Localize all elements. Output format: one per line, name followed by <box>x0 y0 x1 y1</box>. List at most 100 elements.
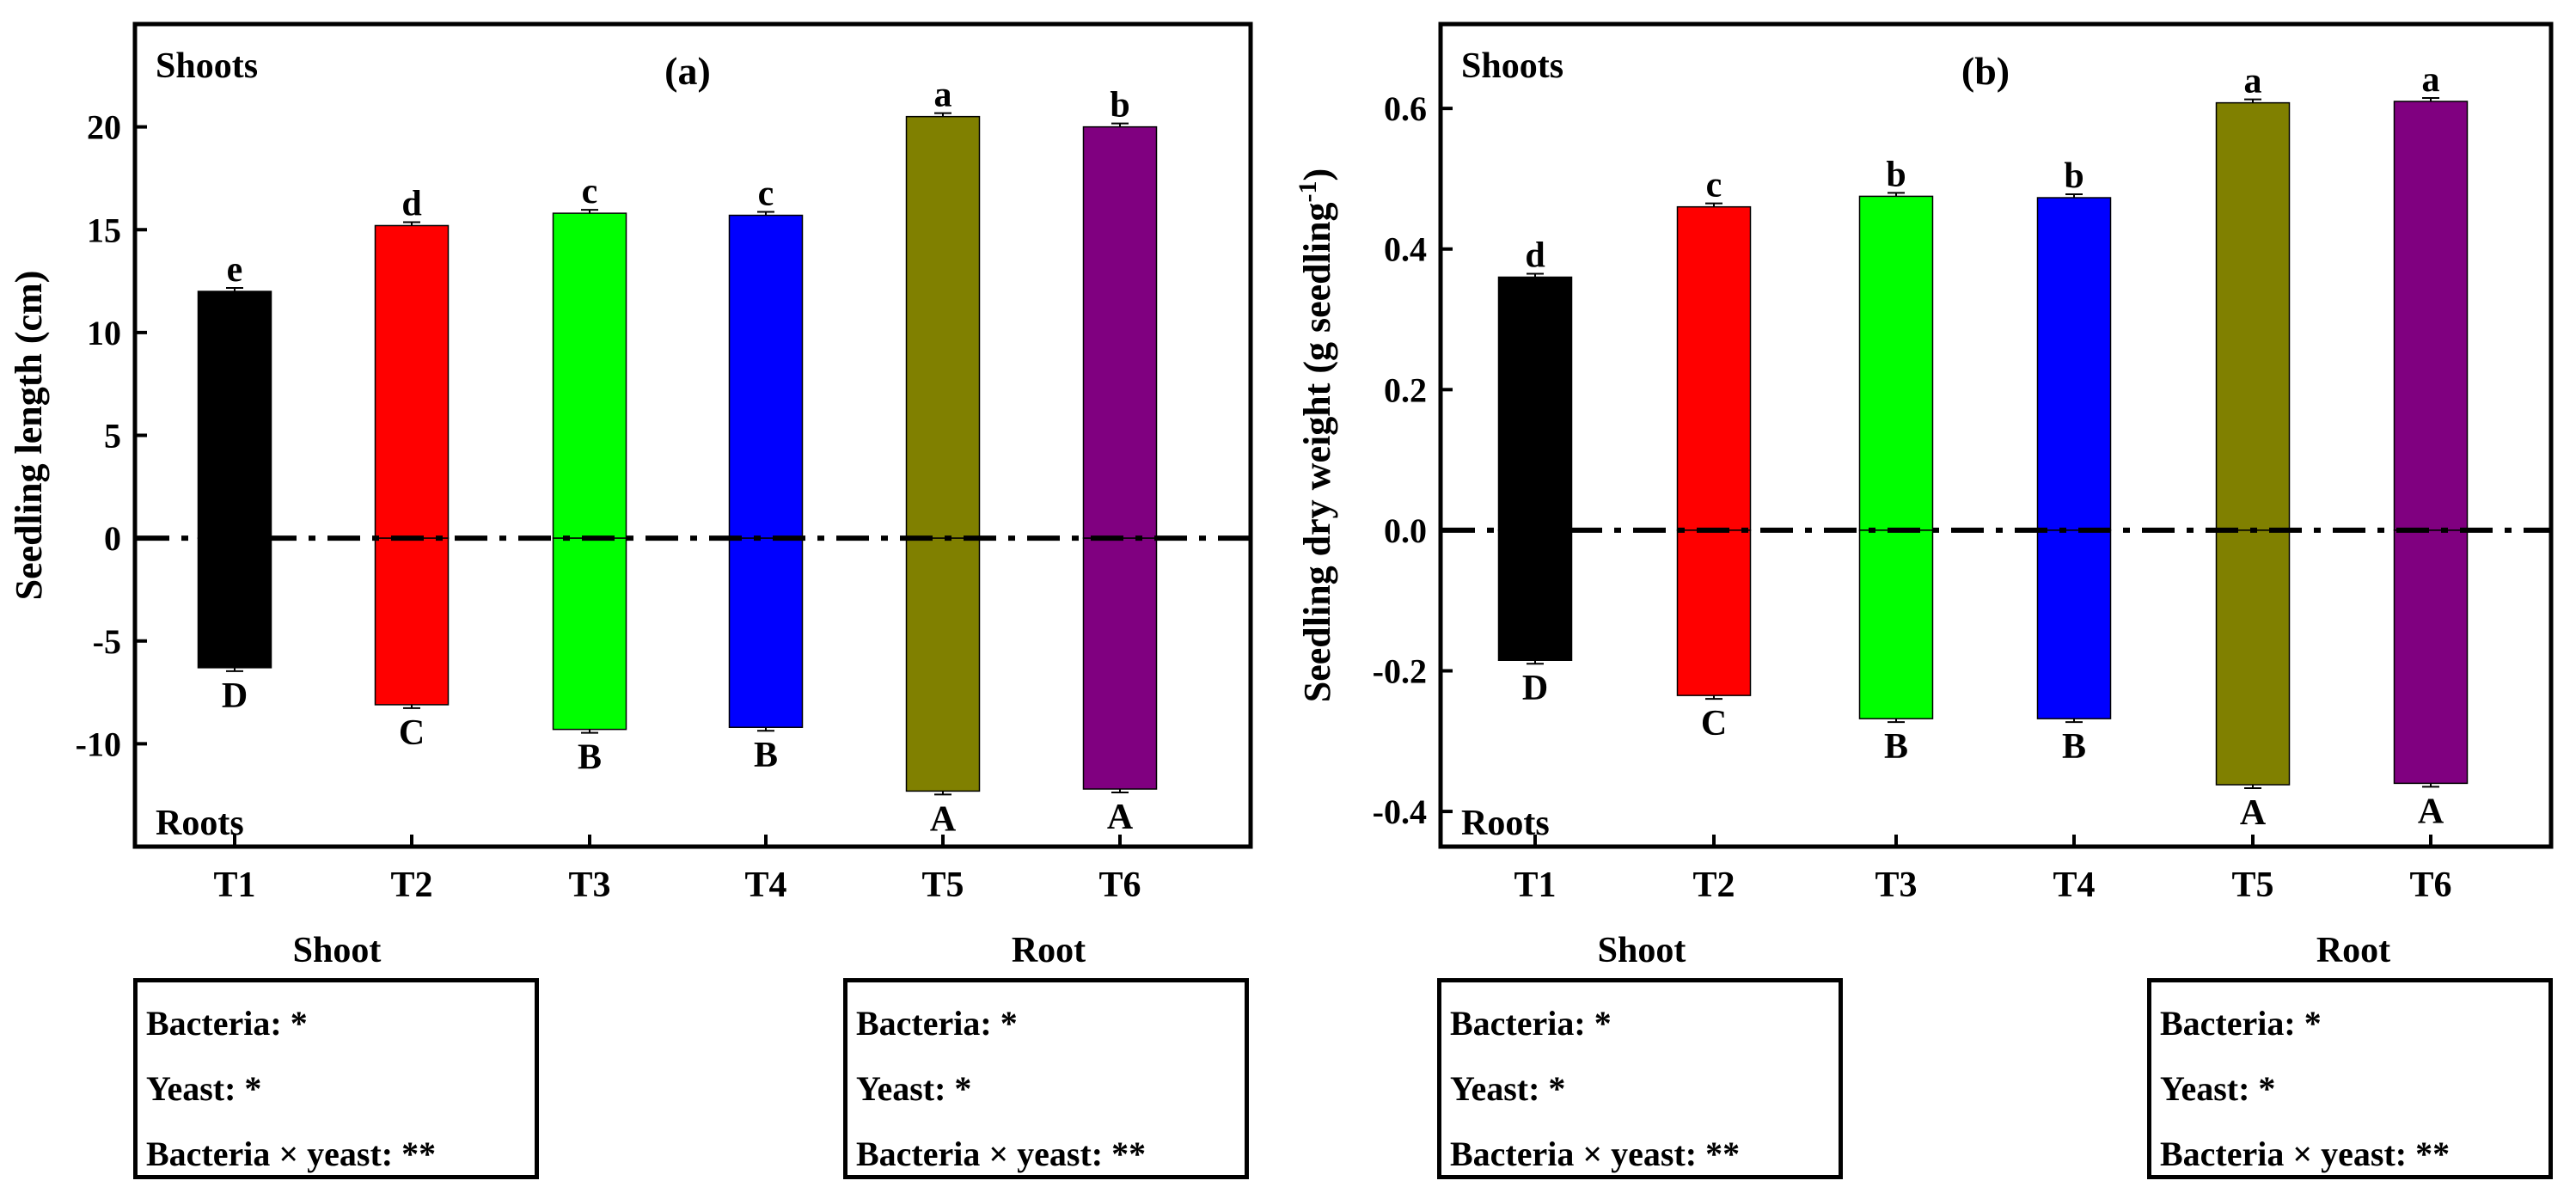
stat-line: Yeast: * <box>146 1069 262 1108</box>
y-axis-label-a: Seedling length (cm) <box>8 271 50 601</box>
root-bar <box>1676 529 1752 696</box>
y-tick-label: 0.6 <box>1384 89 1427 128</box>
root-error-bar <box>2244 785 2261 790</box>
root-letter: B <box>578 738 602 778</box>
y-tick-label: 0 <box>104 519 121 558</box>
y-tick-label: 0.4 <box>1384 230 1427 269</box>
shoot-bar <box>1676 205 1752 531</box>
y-tick-label: -5 <box>93 622 121 661</box>
root-bar <box>728 537 804 728</box>
x-tick-label: T3 <box>1875 866 1917 905</box>
root-bar <box>374 537 450 706</box>
shoot-error-bar <box>2065 193 2083 199</box>
root-letter: B <box>1884 727 1908 767</box>
plot-frame-b <box>1438 21 2554 849</box>
shoot-letter: a <box>934 76 952 115</box>
shoot-bar <box>2393 101 2469 531</box>
y-tick-label: 15 <box>87 211 121 249</box>
x-tick-label: T6 <box>2409 866 2451 905</box>
stat-line: Yeast: * <box>856 1069 972 1108</box>
stat-line: Bacteria × yeast: ** <box>856 1135 1147 1173</box>
y-axis-label-text: Seedling length (cm) <box>8 271 50 601</box>
y-axis-label-text: Seedling dry weight (g seedling <box>1296 202 1338 702</box>
y-axis-label-end: ) <box>1296 168 1338 181</box>
shoot-error-bar <box>1705 202 1722 207</box>
stat-line: Bacteria × yeast: ** <box>1450 1135 1741 1173</box>
root-stats-box-b: Bacteria: * Yeast: * Bacteria × yeast: *… <box>2147 978 2553 1179</box>
y-tick-label: 0.0 <box>1384 511 1427 550</box>
panel-label-a: (a) <box>664 49 711 93</box>
root-error-bar <box>1705 695 1722 700</box>
root-letter: B <box>754 736 778 775</box>
shoot-letter: a <box>2244 62 2262 101</box>
root-bar <box>552 537 627 731</box>
root-error-bar <box>1888 719 1905 724</box>
root-letter: C <box>399 713 425 753</box>
y-tick-label: 20 <box>87 108 121 147</box>
shoot-error-bar <box>1111 122 1129 127</box>
roots-label-a: Roots <box>156 804 244 843</box>
x-tick-label: T2 <box>1692 866 1735 905</box>
root-letter: C <box>1701 704 1727 743</box>
shoot-error-bar <box>2244 98 2261 103</box>
shoot-letter: c <box>758 174 774 214</box>
root-error-bar <box>403 704 420 709</box>
root-bar <box>197 537 272 669</box>
shoot-letter: b <box>1886 155 1906 194</box>
y-tick-label: 0.2 <box>1384 370 1427 409</box>
y-axis-label-superscript: -1 <box>1294 180 1322 202</box>
root-error-bar <box>2065 719 2083 724</box>
x-tick-label: T4 <box>744 866 786 905</box>
shoot-error-bar <box>757 211 774 216</box>
shoots-label-b: Shoots <box>1461 46 1563 86</box>
shoot-error-bar <box>2422 96 2439 101</box>
shoot-bar <box>1082 125 1158 539</box>
stat-line: Bacteria: * <box>856 1004 1018 1043</box>
root-bar <box>1082 537 1158 790</box>
shoot-bar <box>905 115 981 539</box>
x-tick-label: T5 <box>2231 866 2273 905</box>
shoot-letter: b <box>2064 156 2083 196</box>
panel-label-b: (b) <box>1961 49 2010 93</box>
shoot-letter: c <box>582 172 598 211</box>
shoot-letter: e <box>227 250 243 290</box>
shoot-bar <box>728 214 804 539</box>
stat-line: Yeast: * <box>2160 1069 2276 1108</box>
shoot-error-bar <box>403 221 420 226</box>
roots-label-b: Roots <box>1461 804 1550 843</box>
shoot-bar <box>197 291 272 539</box>
shoot-bar <box>1497 276 1573 531</box>
stat-line: Bacteria × yeast: ** <box>146 1135 437 1173</box>
root-stats-box-a: Bacteria: * Yeast: * Bacteria × yeast: *… <box>843 978 1249 1179</box>
shoot-error-bar <box>581 209 598 214</box>
shoot-stats-box-a: Bacteria: * Yeast: * Bacteria × yeast: *… <box>133 978 539 1179</box>
stat-line: Bacteria × yeast: ** <box>2160 1135 2451 1173</box>
root-error-bar <box>1527 660 1544 665</box>
root-bar <box>1497 529 1573 661</box>
shoot-bar <box>2036 197 2112 531</box>
shoot-bar <box>552 212 627 539</box>
x-tick-label: T1 <box>1514 866 1556 905</box>
root-error-bar <box>2422 783 2439 788</box>
root-bar <box>2393 529 2469 785</box>
y-tick-label: -10 <box>76 725 121 763</box>
root-letter: A <box>2418 792 2444 831</box>
shoot-bar <box>1858 195 1934 531</box>
shoot-bar <box>2215 101 2291 531</box>
x-tick-label: T3 <box>568 866 610 905</box>
y-tick-label: -0.4 <box>1373 792 1427 831</box>
shoots-label-a: Shoots <box>156 46 258 86</box>
x-tick-label: T4 <box>2053 866 2095 905</box>
root-error-bar <box>1111 789 1129 794</box>
root-error-bar <box>226 667 243 672</box>
root-error-bar <box>934 791 951 796</box>
root-bar <box>1858 529 1934 719</box>
root-letter: D <box>1522 669 1548 708</box>
shoot-letter: b <box>1110 86 1129 125</box>
root-bar <box>905 537 981 792</box>
root-letter: A <box>930 799 957 839</box>
shoot-error-bar <box>1527 272 1544 278</box>
shoot-error-bar <box>226 287 243 292</box>
root-bar <box>2215 529 2291 786</box>
